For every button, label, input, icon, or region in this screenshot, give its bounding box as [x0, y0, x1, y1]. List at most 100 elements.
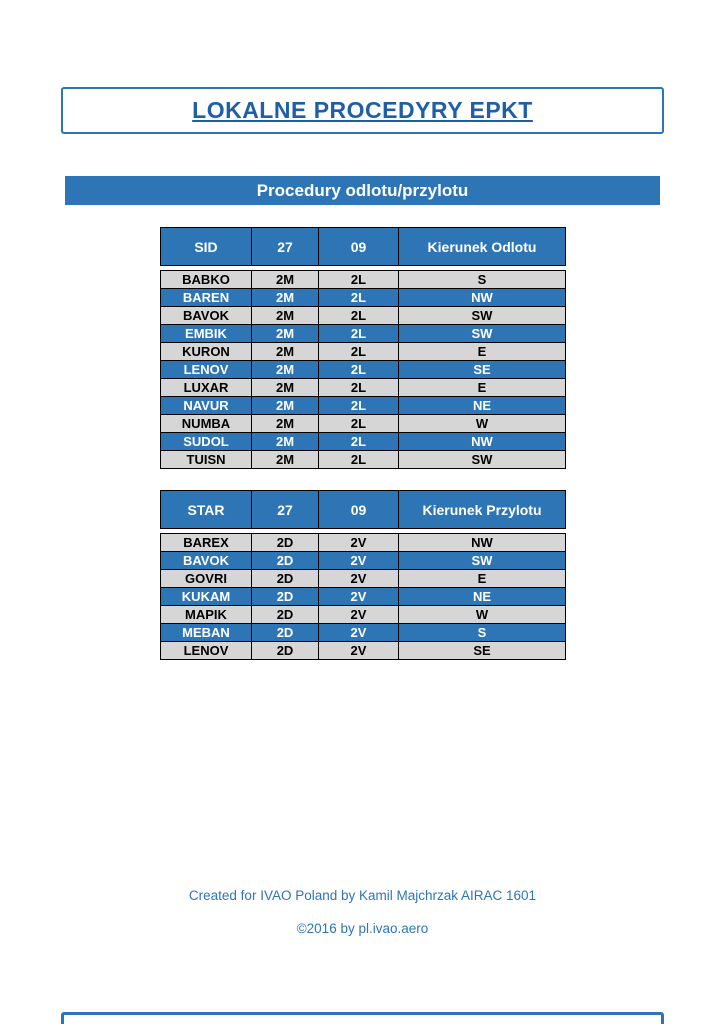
- page-title: LOKALNE PROCEDYRY EPKT: [192, 97, 533, 123]
- table-cell: NUMBA: [160, 414, 252, 433]
- table-cell: GOVRI: [160, 569, 252, 588]
- table-row: NUMBA 2M 2L W: [160, 414, 566, 433]
- table-cell: S: [398, 623, 566, 642]
- table-cell: 2L: [318, 306, 399, 325]
- table-cell: BAVOK: [160, 551, 252, 570]
- document-title-box: LOKALNE PROCEDYRY EPKT: [61, 87, 664, 134]
- sid-table: SID 27 09 Kierunek Odlotu BABKO 2M 2L S BAREN 2M 2…: [160, 227, 566, 469]
- table-header-row: STAR 27 09 Kierunek Przylotu: [160, 490, 566, 529]
- table-cell: 2V: [318, 551, 399, 570]
- table-header-row: SID 27 09 Kierunek Odlotu: [160, 227, 566, 266]
- table-cell: 2M: [251, 450, 319, 469]
- table-cell: MAPIK: [160, 605, 252, 624]
- table-cell: 2L: [318, 270, 399, 289]
- table-row: BABKO 2M 2L S: [160, 270, 566, 289]
- table-cell: 2M: [251, 432, 319, 451]
- table-cell: 2L: [318, 432, 399, 451]
- table-cell: 2L: [318, 342, 399, 361]
- table-cell: E: [398, 342, 566, 361]
- section-header-banner: Procedury odlotu/przylotu: [65, 176, 660, 205]
- table-header-cell: Kierunek Przylotu: [398, 490, 566, 529]
- table-cell: SW: [398, 306, 566, 325]
- table-cell: E: [398, 378, 566, 397]
- table-cell: E: [398, 569, 566, 588]
- table-row: LUXAR 2M 2L E: [160, 378, 566, 397]
- table-cell: EMBIK: [160, 324, 252, 343]
- table-cell: 2V: [318, 569, 399, 588]
- table-row: MEBAN 2D 2V S: [160, 623, 566, 642]
- table-row: SUDOL 2M 2L NW: [160, 432, 566, 451]
- table-cell: 2V: [318, 641, 399, 660]
- table-header-cell: Kierunek Odlotu: [398, 227, 566, 266]
- table-cell: BAVOK: [160, 306, 252, 325]
- table-cell: 2M: [251, 360, 319, 379]
- table-cell: SE: [398, 360, 566, 379]
- table-cell: 2L: [318, 378, 399, 397]
- table-cell: SW: [398, 551, 566, 570]
- table-cell: 2D: [251, 623, 319, 642]
- table-cell: 2D: [251, 641, 319, 660]
- table-row: LENOV 2M 2L SE: [160, 360, 566, 379]
- table-cell: NW: [398, 533, 566, 552]
- table-cell: SW: [398, 450, 566, 469]
- table-header-cell: 09: [318, 490, 399, 529]
- table-cell: 2M: [251, 378, 319, 397]
- table-cell: NW: [398, 432, 566, 451]
- table-row: KUKAM 2D 2V NE: [160, 587, 566, 606]
- table-header-cell: 27: [251, 227, 319, 266]
- table-cell: NE: [398, 587, 566, 606]
- table-cell: 2V: [318, 605, 399, 624]
- table-cell: KUKAM: [160, 587, 252, 606]
- table-cell: 2V: [318, 623, 399, 642]
- table-cell: 2M: [251, 414, 319, 433]
- table-cell: LENOV: [160, 641, 252, 660]
- table-cell: 2D: [251, 587, 319, 606]
- table-row: BAREN 2M 2L NW: [160, 288, 566, 307]
- section-header-text: Procedury odlotu/przylotu: [256, 180, 469, 200]
- table-cell: TUISN: [160, 450, 252, 469]
- table-header-cell: SID: [160, 227, 252, 266]
- table-row: TUISN 2M 2L SW: [160, 450, 566, 469]
- table-row: BAVOK 2M 2L SW: [160, 306, 566, 325]
- table-cell: 2M: [251, 306, 319, 325]
- table-cell: S: [398, 270, 566, 289]
- table-cell: KURON: [160, 342, 252, 361]
- table-cell: 2M: [251, 324, 319, 343]
- table-cell: BABKO: [160, 270, 252, 289]
- table-cell: 2D: [251, 569, 319, 588]
- table-cell: MEBAN: [160, 623, 252, 642]
- footer-copyright: ©2016 by pl.ivao.aero: [296, 921, 429, 936]
- table-cell: SUDOL: [160, 432, 252, 451]
- table-cell: 2V: [318, 533, 399, 552]
- table-cell: W: [398, 414, 566, 433]
- table-row: BAREX 2D 2V NW: [160, 533, 566, 552]
- table-cell: 2M: [251, 396, 319, 415]
- table-row: NAVUR 2M 2L NE: [160, 396, 566, 415]
- table-cell: NW: [398, 288, 566, 307]
- table-row: GOVRI 2D 2V E: [160, 569, 566, 588]
- table-row: LENOV 2D 2V SE: [160, 641, 566, 660]
- table-cell: LENOV: [160, 360, 252, 379]
- table-header-cell: 27: [251, 490, 319, 529]
- table-cell: 2L: [318, 396, 399, 415]
- table-spacer-row: [160, 528, 566, 534]
- table-row: EMBIK 2M 2L SW: [160, 324, 566, 343]
- table-cell: SW: [398, 324, 566, 343]
- table-cell: BAREX: [160, 533, 252, 552]
- star-table: STAR 27 09 Kierunek Przylotu BAREX 2D 2V NW BAVO…: [160, 490, 566, 660]
- table-cell: NAVUR: [160, 396, 252, 415]
- table-header-cell: STAR: [160, 490, 252, 529]
- table-cell: 2L: [318, 360, 399, 379]
- table-cell: BAREN: [160, 288, 252, 307]
- table-cell: 2M: [251, 288, 319, 307]
- bottom-border-box: [61, 1012, 664, 1024]
- table-cell: 2M: [251, 342, 319, 361]
- table-cell: NE: [398, 396, 566, 415]
- table-cell: 2D: [251, 551, 319, 570]
- table-cell: 2L: [318, 450, 399, 469]
- table-cell: 2L: [318, 414, 399, 433]
- table-cell: 2L: [318, 288, 399, 307]
- table-cell: LUXAR: [160, 378, 252, 397]
- table-cell: SE: [398, 641, 566, 660]
- table-header-cell: 09: [318, 227, 399, 266]
